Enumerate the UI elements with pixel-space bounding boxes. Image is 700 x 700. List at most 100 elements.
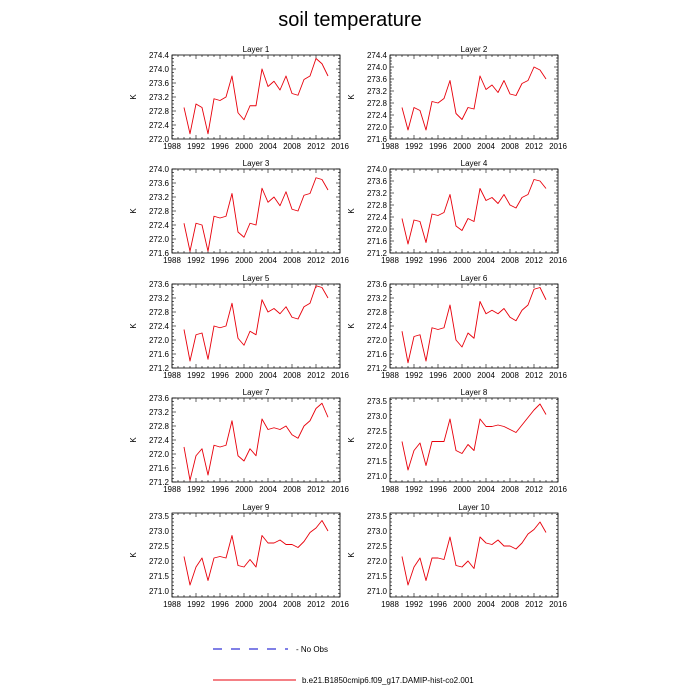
y-tick-label: 273.2 [367, 294, 388, 303]
x-tick-label: 1992 [405, 600, 423, 609]
y-tick-label: 272.4 [367, 111, 388, 120]
x-tick-label: 1988 [163, 371, 181, 380]
x-tick-label: 2016 [549, 142, 567, 151]
x-tick-label: 2012 [307, 142, 325, 151]
x-tick-label: 2012 [525, 485, 543, 494]
y-tick-label: 274.4 [367, 51, 388, 60]
panel-layer-1: Layer 1 K 1988 1992 1996 2000 2004 2008 2012 2016… [129, 45, 349, 151]
y-tick-label: 273.2 [149, 193, 170, 202]
legend-label-model: b.e21.B1850cmip6.f09_g17.DAMIP-hist-co2.… [302, 676, 474, 685]
y-tick-label: 273.5 [367, 397, 388, 406]
series-line [183, 58, 329, 135]
x-tick-label: 2008 [501, 256, 519, 265]
y-tick-label: 272.0 [367, 225, 388, 234]
x-tick-label: 1996 [211, 371, 229, 380]
x-tick-label: 1988 [381, 485, 399, 494]
plot-frame [171, 283, 341, 369]
panel-title: Layer 3 [243, 159, 270, 168]
y-tick-label: 272.0 [149, 557, 170, 566]
x-tick-label: 2008 [501, 371, 519, 380]
panel-layer-8: Layer 8 K 1988 1992 1996 2000 2004 2008 2012 2016… [347, 388, 567, 494]
panel-title: Layer 4 [461, 159, 488, 168]
panel-layer-4: Layer 4 K 1988 1992 1996 2000 2004 2008 2012 2016… [347, 159, 567, 265]
x-tick-label: 2000 [453, 142, 471, 151]
y-tick-label: 272.8 [367, 308, 388, 317]
y-tick-label: 273.0 [367, 412, 388, 421]
x-tick-label: 2012 [307, 256, 325, 265]
x-tick-label: 2016 [549, 256, 567, 265]
y-tick-label: 273.5 [367, 512, 388, 521]
x-tick-label: 2000 [235, 371, 253, 380]
y-tick-label: 272.4 [149, 121, 170, 130]
x-tick-label: 2004 [259, 371, 277, 380]
plot-frame [389, 54, 559, 140]
y-tick-label: 272.5 [367, 427, 388, 436]
x-tick-label: 2000 [235, 142, 253, 151]
panel-title: Layer 1 [243, 45, 270, 54]
x-tick-label: 1996 [429, 371, 447, 380]
series-line [401, 521, 547, 586]
y-tick-label: 271.0 [149, 587, 170, 596]
x-tick-label: 1992 [187, 371, 205, 380]
x-tick-label: 1992 [405, 485, 423, 494]
x-tick-label: 1992 [187, 142, 205, 151]
y-tick-label: 271.6 [149, 350, 170, 359]
panel-layer-7: Layer 7 K 1988 1992 1996 2000 2004 2008 2012 2016… [129, 388, 349, 494]
x-tick-label: 2012 [525, 600, 543, 609]
x-tick-label: 1996 [211, 600, 229, 609]
series-line [401, 287, 547, 364]
panel-layer-10: Layer 10 K 1988 1992 1996 2000 2004 2008 2012 201… [347, 503, 567, 609]
y-tick-label: 271.6 [367, 237, 388, 246]
panel-layer-5: Layer 5 K 1988 1992 1996 2000 2004 2008 2012 2016… [129, 274, 349, 380]
legend: - No Obs b.e21.B1850cmip6.f09_g17.DAMIP-… [213, 645, 474, 685]
x-tick-label: 2008 [283, 600, 301, 609]
plot-frame [389, 512, 559, 598]
panel-layer-9: Layer 9 K 1988 1992 1996 2000 2004 2008 2012 2016… [129, 503, 349, 609]
x-tick-label: 2000 [453, 256, 471, 265]
plot-frame [171, 54, 341, 140]
y-axis-label: K [347, 323, 356, 329]
x-tick-label: 2004 [477, 485, 495, 494]
x-tick-label: 2012 [307, 600, 325, 609]
series-line [401, 66, 547, 131]
x-tick-label: 2012 [307, 485, 325, 494]
panel-title: Layer 6 [461, 274, 488, 283]
x-tick-label: 2008 [283, 256, 301, 265]
panel-title: Layer 7 [243, 388, 270, 397]
x-tick-label: 2008 [283, 371, 301, 380]
x-tick-label: 2004 [259, 600, 277, 609]
legend-label-no-obs: - No Obs [296, 645, 328, 654]
panel-title: Layer 2 [461, 45, 488, 54]
x-tick-label: 1996 [211, 256, 229, 265]
x-tick-label: 2012 [525, 256, 543, 265]
y-tick-label: 274.0 [367, 63, 388, 72]
x-tick-label: 2004 [259, 485, 277, 494]
x-tick-label: 1996 [429, 142, 447, 151]
y-tick-label: 274.0 [149, 165, 170, 174]
y-tick-label: 271.2 [149, 478, 170, 487]
y-tick-label: 273.2 [367, 87, 388, 96]
y-tick-label: 271.2 [367, 364, 388, 373]
y-tick-label: 272.4 [149, 322, 170, 331]
panel-title: Layer 5 [243, 274, 270, 283]
y-tick-label: 271.0 [367, 587, 388, 596]
x-tick-label: 2016 [549, 485, 567, 494]
x-tick-label: 2016 [331, 485, 349, 494]
y-tick-label: 272.0 [367, 336, 388, 345]
plot-frame [389, 397, 559, 483]
y-axis-label: K [129, 208, 138, 214]
y-tick-label: 271.6 [149, 464, 170, 473]
series-line [401, 403, 547, 471]
x-tick-label: 2016 [331, 256, 349, 265]
x-tick-label: 2012 [307, 371, 325, 380]
x-tick-label: 1988 [163, 142, 181, 151]
series-line [183, 402, 329, 481]
x-tick-label: 2016 [549, 371, 567, 380]
y-tick-label: 272.5 [367, 542, 388, 551]
y-tick-label: 271.6 [367, 135, 388, 144]
y-tick-label: 272.0 [367, 557, 388, 566]
y-tick-label: 271.5 [149, 572, 170, 581]
x-tick-label: 2000 [235, 485, 253, 494]
y-tick-label: 272.4 [149, 221, 170, 230]
